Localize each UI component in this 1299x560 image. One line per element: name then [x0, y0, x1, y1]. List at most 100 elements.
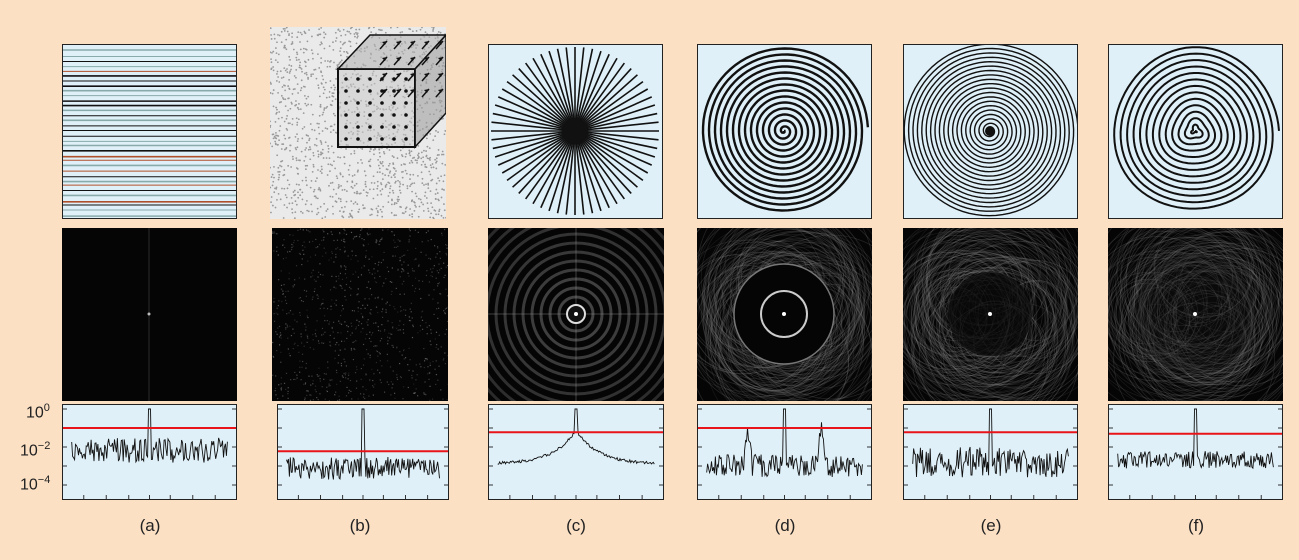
spectrum-line	[71, 408, 228, 464]
radial-line	[574, 130, 653, 166]
radial-line	[574, 130, 602, 212]
panel-c-radial	[488, 44, 663, 219]
stripes-pattern	[63, 49, 236, 217]
radial-line	[506, 80, 576, 132]
radial-line	[574, 130, 610, 209]
radial-line	[506, 130, 576, 182]
radial-line	[491, 121, 576, 132]
panel-b-spectrum	[277, 404, 449, 500]
radial-line	[574, 130, 594, 214]
radial-line	[540, 130, 576, 209]
cube-icon	[336, 33, 446, 149]
caption-f: (f)	[1187, 516, 1205, 535]
radial-line	[524, 130, 576, 200]
radial-line	[532, 57, 576, 132]
caption-b: (b)	[349, 516, 371, 535]
caption-e: (e)	[980, 516, 1002, 535]
radial-line	[494, 104, 576, 132]
panel-f-spiral	[1108, 44, 1283, 219]
radial-line	[548, 130, 576, 212]
spiral-pattern	[701, 47, 870, 212]
radial-line	[574, 88, 649, 132]
panel-d-spectrum	[697, 404, 872, 500]
radial-line	[512, 130, 576, 188]
radial-line	[574, 112, 658, 132]
radial-line	[540, 53, 576, 132]
spiral-arm	[1113, 46, 1280, 210]
spiral-arm	[701, 47, 870, 212]
radial-line	[574, 130, 658, 150]
panel-a-fft	[62, 228, 237, 401]
radial-line	[574, 47, 585, 132]
spectrum-plot	[63, 408, 236, 499]
spectrum-line	[497, 408, 655, 465]
radial-line	[574, 130, 656, 158]
panel-d-fft	[697, 228, 872, 401]
fft-image	[1108, 228, 1283, 401]
radial-line	[494, 130, 576, 158]
radial-line	[556, 130, 576, 214]
radial-line	[565, 47, 576, 132]
panel-c-spectrum	[488, 404, 664, 500]
radial-line	[574, 130, 644, 182]
radial-line	[501, 88, 576, 132]
radial-line	[512, 74, 576, 132]
spectrum-line	[912, 408, 1069, 478]
radial-line	[574, 57, 618, 132]
spectrum-line	[1117, 408, 1274, 470]
fft-image	[147, 228, 151, 401]
caption-a: (a)	[139, 516, 161, 535]
spectrum-plot	[698, 408, 871, 499]
radial-line	[574, 53, 610, 132]
radial-lines	[491, 47, 659, 215]
panel-c-fft	[488, 228, 664, 401]
radial-line	[574, 130, 632, 194]
caption-d: (d)	[774, 516, 796, 535]
radial-line	[532, 130, 576, 205]
panel-e-spiral	[903, 44, 1078, 219]
panel-b-fft	[272, 228, 448, 401]
radial-line	[574, 96, 653, 132]
radial-line	[556, 48, 576, 132]
panel-a-spectrum	[62, 404, 237, 500]
radial-line	[524, 62, 576, 132]
spiral-arm	[904, 45, 1077, 217]
spectrum-plot	[904, 408, 1077, 499]
fft-image	[272, 228, 448, 401]
radial-line	[574, 68, 632, 132]
panel-d-spiral	[697, 44, 872, 219]
radial-line	[574, 62, 626, 132]
radial-line	[497, 96, 576, 132]
radial-line	[574, 130, 638, 188]
radial-line	[574, 130, 618, 205]
radial-line	[501, 130, 576, 174]
fft-image	[488, 228, 664, 401]
y-tick-label: 10−2	[20, 440, 51, 460]
radial-line	[492, 130, 576, 150]
particle-box	[270, 27, 446, 219]
radial-line	[491, 130, 576, 141]
radial-line	[574, 121, 659, 132]
radial-line	[518, 68, 576, 132]
panel-b-particles	[270, 27, 446, 219]
radial-line	[574, 50, 602, 132]
fft-image	[697, 228, 872, 401]
y-tick-label: 100	[26, 402, 50, 422]
radial-line	[574, 48, 594, 132]
radial-line	[574, 80, 644, 132]
radial-line	[548, 50, 576, 132]
radial-line	[574, 130, 659, 141]
radial-line	[574, 130, 585, 215]
spectrum-plot	[1109, 408, 1282, 499]
fft-image	[903, 228, 1078, 401]
panel-e-fft	[903, 228, 1078, 401]
radial-line	[574, 130, 649, 174]
spectrum-plot	[278, 408, 448, 499]
radial-line	[492, 112, 576, 132]
spectrum-line	[706, 408, 863, 478]
spiral-pattern	[904, 45, 1077, 217]
radial-line	[574, 74, 638, 132]
panel-e-spectrum	[903, 404, 1078, 500]
panel-a-stripes	[62, 44, 237, 219]
